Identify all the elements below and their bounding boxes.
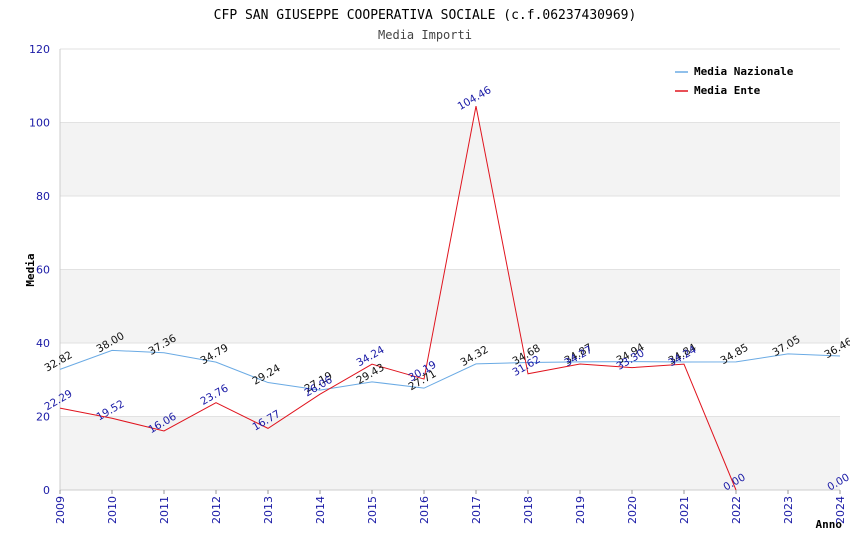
x-tick-label: 2023 — [782, 496, 795, 524]
x-tick-label: 2010 — [106, 496, 119, 524]
legend: Media Nazionale Media Ente — [669, 60, 810, 101]
x-tick-label: 2021 — [678, 496, 691, 524]
plot-band — [60, 196, 840, 270]
plot-band — [60, 269, 840, 343]
series-line-media-ente — [59, 106, 737, 491]
x-tick-label: 2017 — [470, 496, 483, 524]
series-lines — [59, 106, 841, 491]
legend-box — [669, 60, 810, 101]
y-tick-label: 60 — [36, 264, 50, 277]
y-tick-label: 120 — [29, 43, 50, 56]
y-tick-label: 80 — [36, 190, 50, 203]
y-axis-title: Media — [24, 253, 37, 286]
x-tick-label: 2013 — [262, 496, 275, 524]
x-tick-label: 2014 — [314, 496, 327, 524]
legend-label-ente: Media Ente — [694, 84, 761, 97]
x-tick-label: 2015 — [366, 496, 379, 524]
plot-band — [60, 416, 840, 490]
y-tick-label: 0 — [43, 484, 50, 497]
y-tick-labels: 0 20 40 60 80 100 120 — [29, 43, 50, 497]
series-line-media-nazionale — [59, 349, 841, 391]
chart-subtitle: Media Importi — [378, 28, 472, 42]
x-tick-label: 2020 — [626, 496, 639, 524]
x-tick-labels: 2009 2010 2011 2012 2013 2014 2015 2016 2017 2018… — [54, 490, 847, 524]
y-tick-label: 100 — [29, 117, 50, 130]
x-tick-label: 2022 — [730, 496, 743, 524]
plot-band — [60, 343, 840, 417]
legend-label-nazionale: Media Nazionale — [694, 65, 794, 78]
y-tick-label: 40 — [36, 337, 50, 350]
x-tick-label: 2016 — [418, 496, 431, 524]
x-tick-label: 2012 — [210, 496, 223, 524]
x-tick-label: 2011 — [158, 496, 171, 524]
chart-title: CFP SAN GIUSEPPE COOPERATIVA SOCIALE (c.… — [214, 8, 637, 23]
y-tick-label: 20 — [36, 411, 50, 424]
x-tick-label: 2019 — [574, 496, 587, 524]
x-tick-label: 2024 — [834, 496, 847, 524]
x-tick-label: 2018 — [522, 496, 535, 524]
x-axis-title: Anno — [816, 518, 843, 531]
x-tick-label: 2009 — [54, 496, 67, 524]
plot-band — [60, 122, 840, 196]
